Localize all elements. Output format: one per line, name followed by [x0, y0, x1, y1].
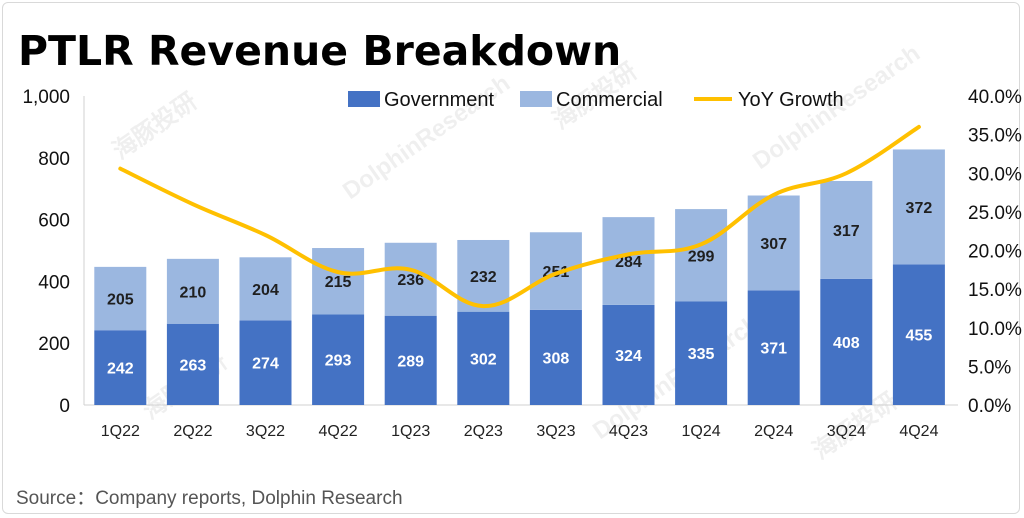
- data-label-government: 371: [760, 341, 787, 358]
- bar-government: [457, 311, 510, 405]
- x-category-label: 2Q22: [173, 423, 212, 440]
- y2-tick-label: 0.0%: [968, 396, 1011, 417]
- x-category-label: 2Q23: [464, 423, 503, 440]
- y-tick-label: 0: [59, 396, 70, 417]
- data-label-government: 263: [180, 357, 207, 374]
- data-label-commercial: 215: [325, 274, 352, 291]
- bar-government: [892, 264, 945, 405]
- data-label-commercial: 317: [833, 223, 860, 240]
- x-category-label: 3Q22: [246, 423, 285, 440]
- y2-tick-label: 10.0%: [968, 319, 1022, 340]
- data-label-commercial: 205: [107, 292, 134, 309]
- data-label-government: 408: [833, 335, 860, 352]
- data-label-government: 274: [252, 356, 279, 373]
- bar-government: [529, 309, 582, 405]
- x-axis-categories: 1Q22 2Q22 3Q22 4Q22 1Q23 2Q23 3Q23 4Q23 1Q24 2Q24…: [101, 423, 939, 440]
- y2-tick-label: 30.0%: [968, 164, 1022, 185]
- y-tick-label: 800: [38, 149, 70, 170]
- data-label-commercial: 307: [760, 236, 787, 253]
- bar-government: [675, 301, 728, 405]
- data-label-government: 324: [615, 348, 642, 365]
- y2-tick-label: 40.0%: [968, 87, 1022, 108]
- bar-government: [820, 278, 873, 405]
- chart-title: PTLR Revenue Breakdown: [18, 27, 621, 75]
- y-tick-label: 400: [38, 272, 70, 293]
- legend-swatch: [520, 91, 552, 107]
- y-tick-label: 600: [38, 211, 70, 232]
- data-label-government: 308: [543, 350, 570, 367]
- bar-government: [312, 314, 365, 405]
- bar-government: [166, 323, 219, 405]
- data-label-commercial: 232: [470, 269, 497, 286]
- bar-commercial: [239, 257, 292, 321]
- bar-commercial: [529, 232, 582, 310]
- x-category-label: 1Q23: [391, 423, 430, 440]
- bar-commercial: [747, 195, 800, 291]
- x-category-label: 4Q23: [609, 423, 648, 440]
- y2-tick-label: 35.0%: [968, 126, 1022, 147]
- legend-label: Government: [384, 89, 494, 111]
- bar-commercial: [820, 180, 873, 279]
- legend-swatch: [348, 91, 380, 107]
- x-category-label: 4Q22: [319, 423, 358, 440]
- bar-commercial: [312, 248, 365, 315]
- y-tick-label: 200: [38, 334, 70, 355]
- x-category-label: 3Q24: [827, 423, 866, 440]
- y2-tick-label: 15.0%: [968, 280, 1022, 301]
- y-tick-label: 1,000: [22, 87, 70, 108]
- bar-government: [94, 330, 147, 405]
- y2-tick-label: 20.0%: [968, 242, 1022, 263]
- bar-government: [602, 304, 655, 405]
- legend-label: Commercial: [556, 89, 663, 111]
- bar-commercial: [892, 149, 945, 265]
- watermark-text: 海豚投研: [107, 87, 202, 165]
- y-axis-ticks: 0 200 400 600 800 1,000: [22, 87, 70, 417]
- data-label-commercial: 204: [252, 282, 279, 299]
- bar-commercial: [166, 258, 219, 324]
- bar-government: [239, 320, 292, 405]
- y2-axis-ticks: 0.0% 5.0% 10.0% 15.0% 20.0% 25.0% 30.0% 35.0% 40…: [968, 87, 1022, 417]
- data-label-government: 242: [107, 361, 134, 378]
- data-label-government: 455: [906, 328, 933, 345]
- bar-government: [384, 315, 437, 405]
- data-label-government: 335: [688, 346, 715, 363]
- y2-tick-label: 5.0%: [968, 357, 1011, 378]
- source-note: Source：Company reports, Dolphin Research: [16, 488, 403, 509]
- data-label-government: 302: [470, 351, 497, 368]
- x-category-label: 2Q24: [754, 423, 793, 440]
- data-label-government: 293: [325, 353, 352, 370]
- legend-label: YoY Growth: [738, 89, 844, 111]
- legend: Government Commercial YoY Growth: [348, 89, 844, 111]
- growth-line: [118, 124, 921, 309]
- x-category-label: 3Q23: [536, 423, 575, 440]
- x-category-label: 4Q24: [899, 423, 938, 440]
- x-category-label: 1Q24: [682, 423, 721, 440]
- x-category-label: 1Q22: [101, 423, 140, 440]
- data-label-commercial: 299: [688, 248, 715, 265]
- data-label-commercial: 236: [397, 272, 424, 289]
- bar-commercial: [94, 266, 147, 331]
- data-label-government: 289: [397, 353, 424, 370]
- yoy-growth-line: [118, 124, 921, 309]
- bars: 242 205 263 210 274 204 293 215 289 236 302 232 308 2…: [94, 149, 945, 405]
- data-label-commercial: 210: [180, 284, 207, 301]
- y2-tick-label: 25.0%: [968, 203, 1022, 224]
- data-label-commercial: 372: [906, 200, 933, 217]
- bar-commercial: [602, 217, 655, 305]
- bar-government: [747, 290, 800, 405]
- bar-commercial: [675, 209, 728, 302]
- data-label-commercial: 284: [615, 254, 642, 271]
